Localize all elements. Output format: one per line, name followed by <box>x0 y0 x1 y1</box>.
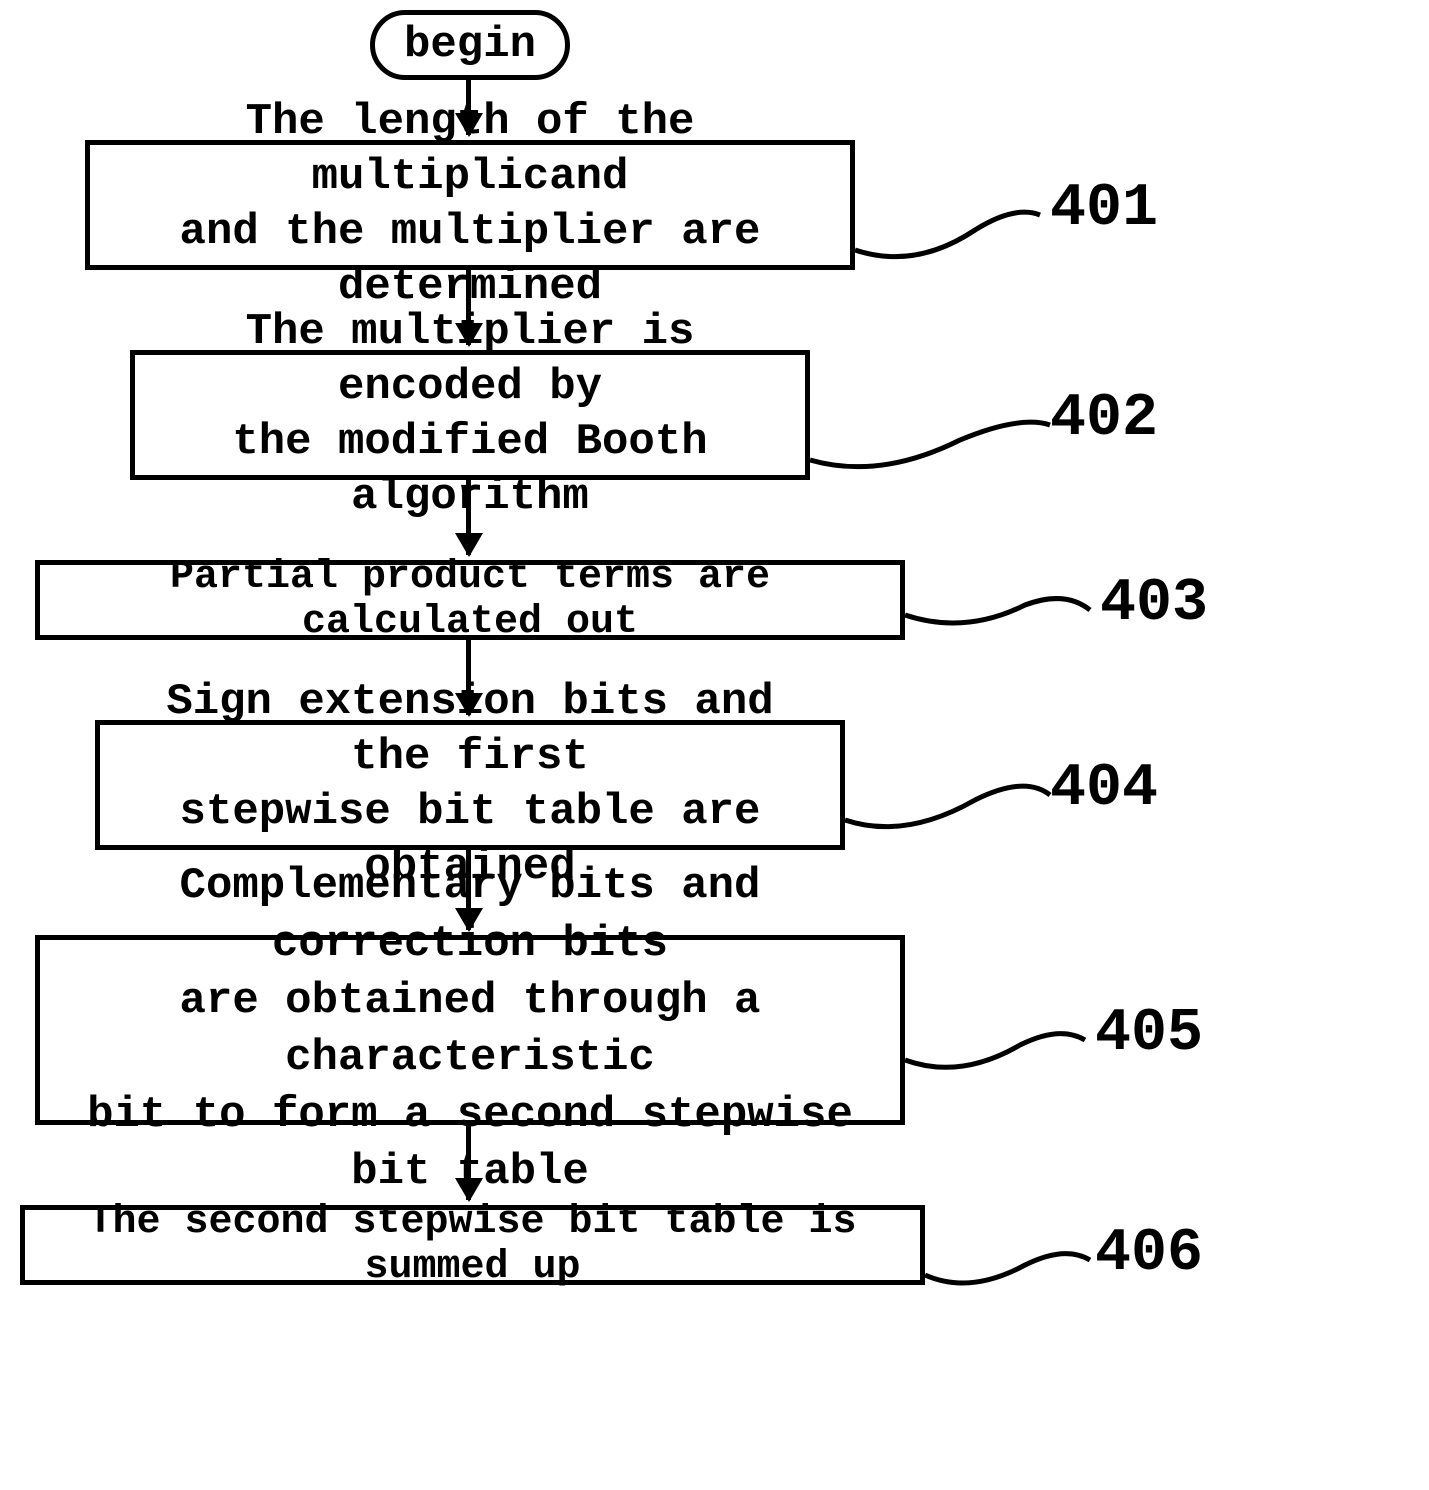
terminal-label: begin <box>404 20 536 70</box>
process-step-401: The length of the multiplicand and the m… <box>85 140 855 270</box>
process-step-405: Complementary bits and correction bits a… <box>35 935 905 1125</box>
connector-403 <box>905 580 1105 645</box>
process-step-402: The multiplier is encoded by the modifie… <box>130 350 810 480</box>
step-label-402: 402 <box>1050 385 1158 453</box>
step-label-405: 405 <box>1095 1000 1203 1068</box>
connector-404 <box>845 770 1065 855</box>
arrow-402-403 <box>466 480 471 555</box>
step-label-406: 406 <box>1095 1220 1203 1288</box>
step-label-404: 404 <box>1050 755 1158 823</box>
step-label-403: 403 <box>1100 570 1208 638</box>
step-label-401: 401 <box>1050 175 1158 243</box>
connector-406 <box>925 1235 1105 1310</box>
terminal-begin: begin <box>370 10 570 80</box>
process-step-406: The second stepwise bit table is summed … <box>20 1205 925 1285</box>
flowchart-container: begin The length of the multiplicand and… <box>0 0 1429 1490</box>
connector-401 <box>855 200 1055 285</box>
process-step-404: Sign extension bits and the first stepwi… <box>95 720 845 850</box>
process-label: Partial product terms are calculated out <box>60 555 880 645</box>
arrow-405-406 <box>466 1125 471 1200</box>
process-step-403: Partial product terms are calculated out <box>35 560 905 640</box>
connector-405 <box>905 1015 1105 1090</box>
process-label: The second stepwise bit table is summed … <box>45 1200 900 1290</box>
connector-402 <box>810 410 1060 495</box>
